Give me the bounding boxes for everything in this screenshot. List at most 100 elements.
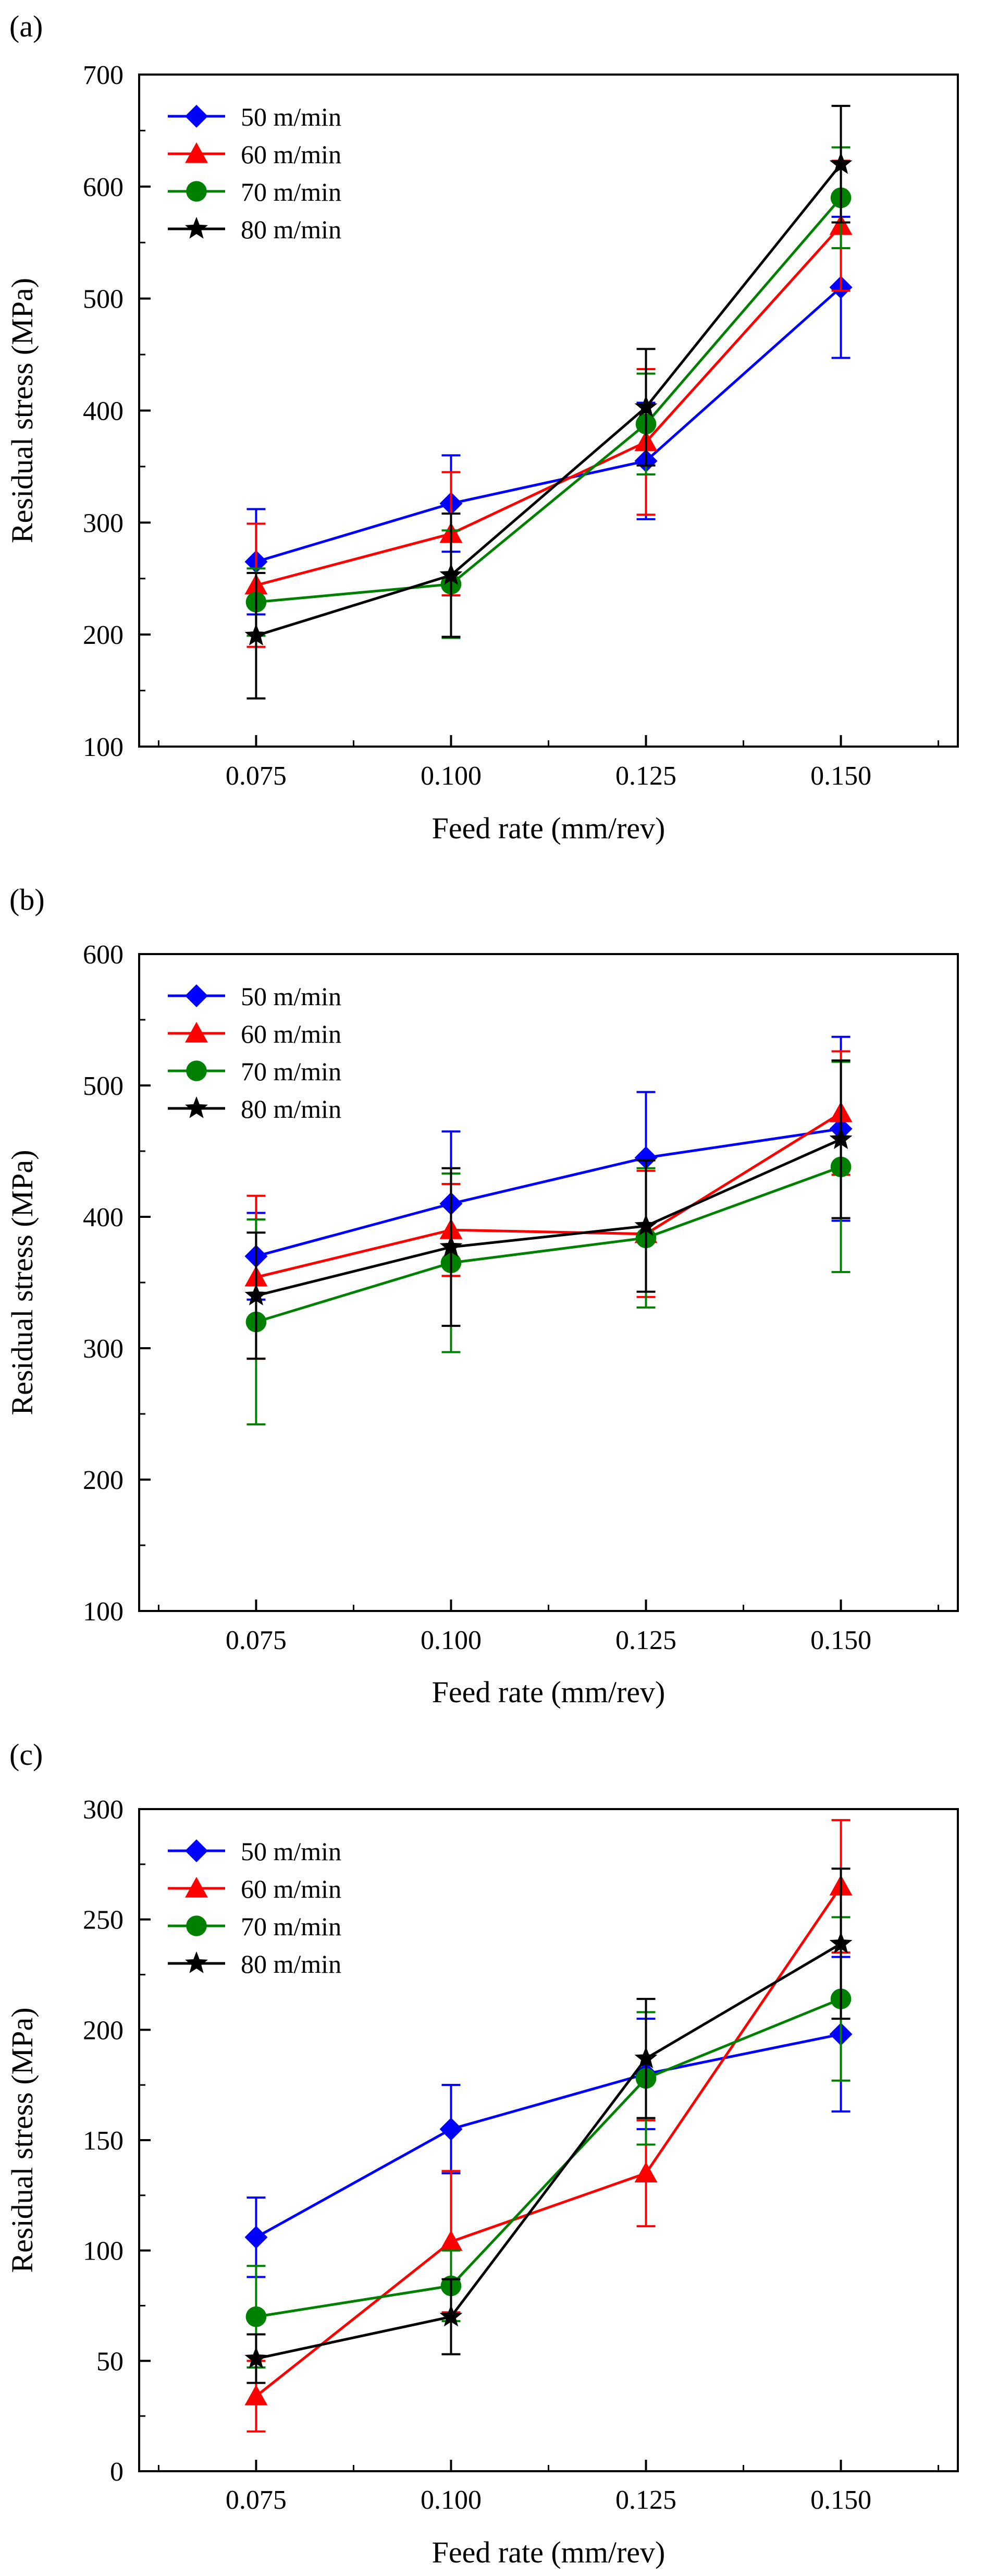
y-tick-label: 400 <box>83 397 124 426</box>
legend: 50 m/min 60 m/min 70 m/min 80 m/min <box>168 982 341 1124</box>
y-tick-label: 700 <box>83 60 124 90</box>
y-tick-label: 0 <box>110 2457 124 2487</box>
series-line <box>255 1112 842 1279</box>
x-axis-title: Feed rate (mm/rev) <box>432 1675 665 1709</box>
data-point <box>634 1214 658 1236</box>
data-point <box>245 2306 267 2327</box>
series-50-m-min <box>244 215 853 616</box>
legend-marker <box>185 984 208 1007</box>
data-point <box>829 152 853 174</box>
panel-label: (a) <box>9 9 43 43</box>
plot-frame <box>138 1808 959 2472</box>
series-line <box>255 2033 842 2239</box>
legend-label: 70 m/min <box>241 177 341 206</box>
legend-entry: 60 m/min <box>168 1019 341 1048</box>
y-tick-label: 250 <box>83 1906 124 1935</box>
legend: 50 m/min 60 m/min 70 m/min 80 m/min <box>168 102 341 244</box>
series-80-m-min <box>244 1059 853 1360</box>
plot-frame <box>138 74 959 748</box>
series-80-m-min <box>244 105 853 700</box>
y-tick-label: 500 <box>83 1071 124 1101</box>
legend-entry: 50 m/min <box>168 1837 341 1866</box>
legend: 50 m/min 60 m/min 70 m/min 80 m/min <box>168 1837 341 1979</box>
data-point <box>244 2385 268 2406</box>
legend-entry: 80 m/min <box>168 215 341 244</box>
x-tick-label: 0.075 <box>226 1626 287 1655</box>
y-tick-label: 100 <box>83 2237 124 2266</box>
legend-entry: 80 m/min <box>168 1094 341 1124</box>
legend-label: 60 m/min <box>241 1874 341 1903</box>
data-point <box>439 2117 463 2141</box>
legend-label: 70 m/min <box>241 1912 341 1941</box>
legend-label: 60 m/min <box>241 1019 341 1048</box>
y-axis-title: Residual stress (MPa) <box>5 1150 39 1415</box>
x-tick-label: 0.075 <box>226 2485 287 2515</box>
y-axis-title: Residual stress (MPa) <box>5 278 39 543</box>
y-tick-label: 400 <box>83 1203 124 1232</box>
x-tick-label: 0.150 <box>810 2485 871 2515</box>
panel-label: (c) <box>9 1738 43 1772</box>
legend-entry: 80 m/min <box>168 1949 341 1979</box>
legend-label: 50 m/min <box>241 982 341 1011</box>
series-line <box>255 163 842 637</box>
y-tick-label: 300 <box>83 1795 124 1825</box>
series-line <box>256 1997 842 2318</box>
x-tick-label: 0.150 <box>810 761 871 791</box>
x-tick-label: 0.100 <box>421 2485 482 2515</box>
legend-label: 80 m/min <box>241 215 341 244</box>
y-tick-label: 600 <box>83 173 124 202</box>
y-tick-label: 300 <box>83 508 124 538</box>
legend-marker <box>185 1951 208 1973</box>
y-tick-label: 600 <box>83 940 124 970</box>
data-point <box>829 1127 853 1149</box>
chart-panel-1: (a) 100 200 300 400 500 600 700 0.075 0.100 0.125 0… <box>5 9 959 845</box>
legend-entry: 70 m/min <box>168 1057 341 1086</box>
panel-label: (b) <box>9 883 45 917</box>
data-point <box>439 1235 463 1257</box>
data-point <box>634 2162 658 2183</box>
legend-label: 50 m/min <box>241 102 341 131</box>
y-tick-label: 150 <box>83 2126 124 2156</box>
legend-label: 80 m/min <box>241 1094 341 1124</box>
data-point <box>439 2230 463 2251</box>
series-line <box>255 1127 841 1258</box>
series-70-m-min <box>245 1916 852 2369</box>
x-tick-label: 0.125 <box>615 761 676 791</box>
chart-panel-3: (c) 0 50 100 150 200 250 300 0.075 0.100 0.125 0.15… <box>5 1738 959 2569</box>
series-line <box>255 1138 842 1297</box>
legend-entry: 60 m/min <box>168 1874 341 1903</box>
x-tick-label: 0.150 <box>810 1626 871 1655</box>
legend-entry: 50 m/min <box>168 102 341 131</box>
y-tick-label: 100 <box>83 732 124 762</box>
series-line <box>255 1885 842 2398</box>
series-line <box>255 1943 842 2360</box>
y-tick-label: 200 <box>83 1466 124 1495</box>
legend-label: 70 m/min <box>241 1057 341 1086</box>
x-tick-label: 0.075 <box>226 761 287 791</box>
y-axis-title: Residual stress (MPa) <box>5 2007 39 2273</box>
data-point <box>244 1284 268 1305</box>
series-line <box>255 1165 842 1323</box>
y-tick-label: 50 <box>96 2347 124 2376</box>
data-point <box>244 2347 268 2369</box>
legend-entry: 50 m/min <box>168 982 341 1011</box>
data-point <box>634 2046 658 2069</box>
legend-marker <box>185 1877 208 1898</box>
data-point <box>244 624 268 645</box>
y-tick-label: 100 <box>83 1597 124 1627</box>
x-tick-label: 0.125 <box>615 1626 676 1655</box>
legend-marker <box>186 1915 207 1936</box>
x-tick-label: 0.125 <box>615 2485 676 2515</box>
legend-entry: 70 m/min <box>168 1912 341 1941</box>
y-tick-label: 500 <box>83 285 124 314</box>
y-tick-label: 300 <box>83 1334 124 1364</box>
legend-entry: 70 m/min <box>168 177 341 206</box>
chart-panel-2: (b) 100 200 300 400 500 600 0.075 0.100 0.125 0.15… <box>5 883 959 1709</box>
series-line <box>255 286 842 563</box>
x-axis-title: Feed rate (mm/rev) <box>432 2535 665 2569</box>
x-tick-label: 0.100 <box>421 761 482 791</box>
y-tick-label: 200 <box>83 2016 124 2045</box>
legend-label: 80 m/min <box>241 1949 341 1979</box>
x-tick-label: 0.100 <box>421 1626 482 1655</box>
